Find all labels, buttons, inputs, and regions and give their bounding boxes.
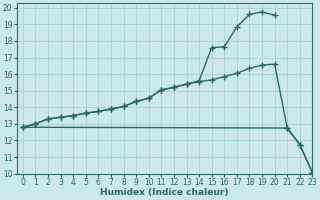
X-axis label: Humidex (Indice chaleur): Humidex (Indice chaleur): [100, 188, 229, 197]
